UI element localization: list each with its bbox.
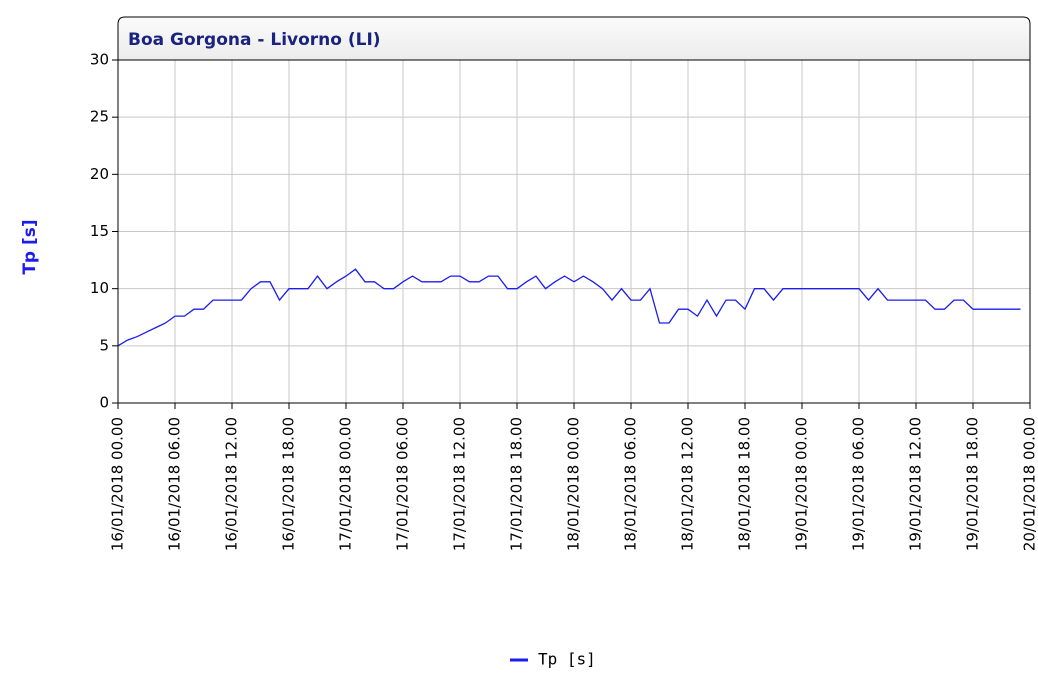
grid [117,59,1031,404]
x-tick-label: 18/01/2018 12.00 [679,417,697,551]
y-axis-label: Tp [s] [20,219,40,274]
x-tick-label: 20/01/2018 00.00 [1021,417,1038,551]
title-box [117,16,1031,61]
data-line [117,268,1021,347]
x-tick-label: 16/01/2018 18.00 [280,417,298,551]
x-tick-label: 19/01/2018 06.00 [850,417,868,551]
x-tick-label: 16/01/2018 12.00 [223,417,241,551]
y-tick-label: 25 [90,108,109,126]
y-tick-label: 30 [90,51,109,69]
x-tick-label: 17/01/2018 18.00 [508,417,526,551]
x-tick-label: 18/01/2018 06.00 [622,417,640,551]
legend-label: Tp [s] [538,650,596,669]
y-tick-label: 15 [90,222,109,240]
legend: Tp [s] [510,650,596,669]
x-tick-label: 17/01/2018 06.00 [394,417,412,551]
x-tick-label: 16/01/2018 06.00 [166,417,184,551]
y-tick-label: 5 [99,336,109,354]
x-tick-label: 19/01/2018 18.00 [964,417,982,551]
y-tick-label: 0 [99,394,109,412]
x-tick-label: 19/01/2018 00.00 [793,417,811,551]
plot [117,268,1021,347]
x-tick-label: 19/01/2018 12.00 [907,417,925,551]
x-tick-label: 18/01/2018 00.00 [565,417,583,551]
x-tick-label: 17/01/2018 12.00 [451,417,469,551]
x-tick-label: 16/01/2018 00.00 [109,417,127,551]
x-tick-label: 18/01/2018 18.00 [736,417,754,551]
chart-title: Boa Gorgona - Livorno (LI) [128,30,381,50]
y-tick-label: 20 [90,165,109,183]
y-tick-label: 10 [90,279,109,297]
axes: 0 5 10 15 20 25 30 16/01/2018 00.00 16/01/2018 0… [90,51,1038,552]
x-tick-label: 17/01/2018 00.00 [337,417,355,551]
